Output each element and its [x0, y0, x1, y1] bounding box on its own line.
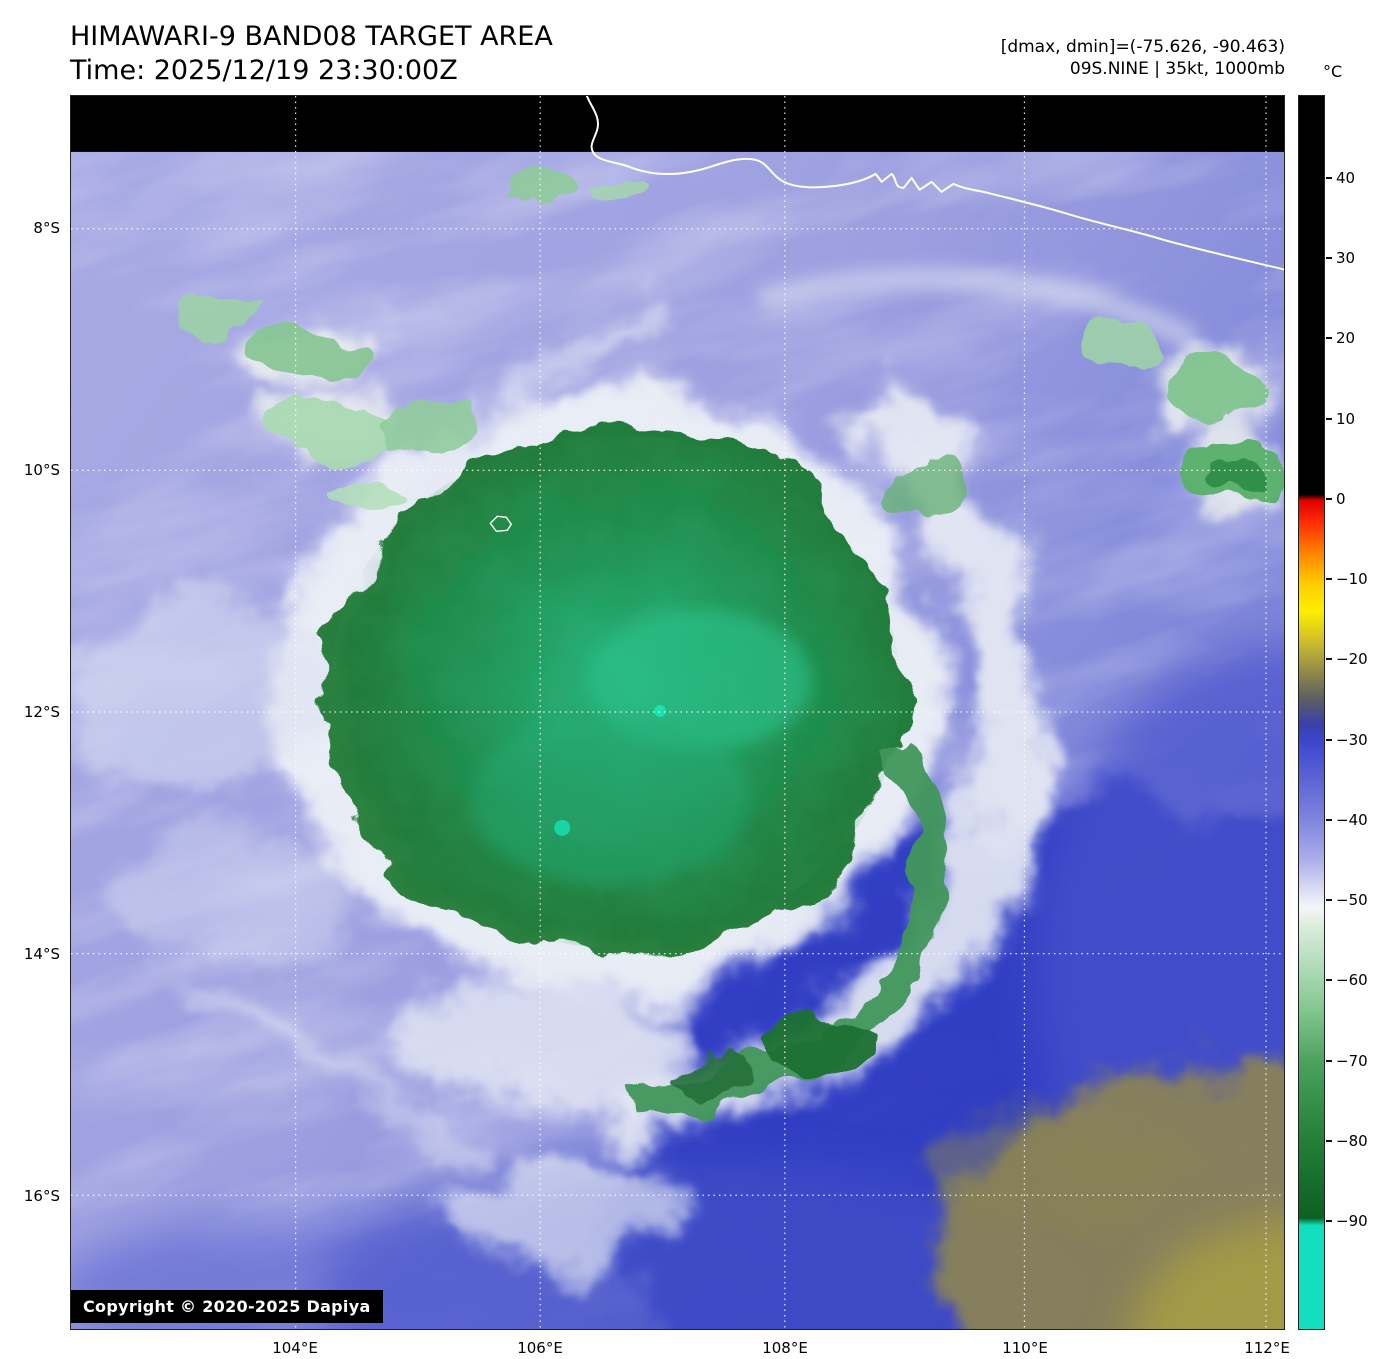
overshooting-top: [654, 705, 667, 717]
colorbar-tick-label: −10: [1336, 570, 1368, 588]
lon-label-108e: 108°E: [762, 1339, 808, 1357]
tick-mark: [1326, 1060, 1332, 1062]
colorbar-unit-label: °C: [1323, 62, 1343, 81]
colorbar-tick-label: −30: [1336, 731, 1368, 749]
spiral-rainband: [637, 464, 963, 1120]
lat-label-12s: 12°S: [23, 703, 60, 721]
colorbar-tick-label: −60: [1336, 971, 1368, 989]
colorbar-tick: −70: [1326, 1052, 1368, 1070]
colorbar-tick-label: −90: [1336, 1212, 1368, 1230]
tick-mark: [1326, 578, 1332, 580]
tick-mark: [1326, 658, 1332, 660]
dmax-dmin-label: [dmax, dmin]=(-75.626, -90.463): [1000, 37, 1285, 57]
colorbar-tick: 30: [1326, 249, 1356, 267]
info-block: [dmax, dmin]=(-75.626, -90.463) 09S.NINE…: [1001, 36, 1285, 80]
colorbar-tick: 40: [1326, 169, 1356, 187]
lat-label-14s: 14°S: [23, 945, 60, 963]
copyright-badge: Copyright © 2020-2025 Dapiya: [71, 1290, 383, 1323]
colorbar-tick-label: −20: [1336, 650, 1368, 668]
lat-label-10s: 10°S: [23, 461, 60, 479]
lon-label-110e: 110°E: [1002, 1339, 1048, 1357]
tick-mark: [1326, 819, 1332, 821]
lon-label-106e: 106°E: [517, 1339, 563, 1357]
colorbar-tick-label: 20: [1336, 329, 1356, 347]
colorbar-tick: −50: [1326, 891, 1368, 909]
tick-mark: [1326, 177, 1332, 179]
title-block: HIMAWARI-9 BAND08 TARGET AREA Time: 2025…: [70, 20, 553, 88]
tick-mark: [1326, 979, 1332, 981]
time-label: Time: 2025/12/19 23:30:00Z: [70, 55, 458, 86]
colorbar-tick: 20: [1326, 329, 1356, 347]
colorbar-tick: 0: [1326, 490, 1346, 508]
colorbar-tick: −90: [1326, 1212, 1368, 1230]
tick-mark: [1326, 257, 1332, 259]
lat-label-8s: 8°S: [33, 219, 60, 237]
colorbar-tick: 10: [1326, 410, 1356, 428]
convective-cells: [172, 168, 1284, 508]
colorbar-tick-label: 0: [1336, 490, 1346, 508]
satellite-map: Copyright © 2020-2025 Dapiya: [70, 95, 1285, 1330]
tick-mark: [1326, 337, 1332, 339]
colorbar-tick-label: −50: [1336, 891, 1368, 909]
coastline-java: [585, 96, 1284, 271]
coastline-island: [489, 515, 513, 533]
colorbar-tick-label: 30: [1336, 249, 1356, 267]
colorbar-tick: −40: [1326, 811, 1368, 829]
tick-mark: [1326, 418, 1332, 420]
colorbar-tick: −60: [1326, 971, 1368, 989]
tick-mark: [1326, 739, 1332, 741]
page-title: HIMAWARI-9 BAND08 TARGET AREA: [70, 21, 553, 52]
colorbar-tick: −80: [1326, 1132, 1368, 1150]
graticule: [71, 96, 1284, 1329]
lon-label-104e: 104°E: [272, 1339, 318, 1357]
tick-mark: [1326, 1140, 1332, 1142]
colorbar-tick: −20: [1326, 650, 1368, 668]
colorbar-tick: −10: [1326, 570, 1368, 588]
overshooting-top: [554, 819, 571, 836]
colorbar-tick-label: 10: [1336, 410, 1356, 428]
colorbar-tick-label: −70: [1336, 1052, 1368, 1070]
colorbar-tick: −30: [1326, 731, 1368, 749]
scan-edge-black-strip: [71, 96, 1284, 152]
colorbar-tick-label: 40: [1336, 169, 1356, 187]
tick-mark: [1326, 498, 1332, 500]
cyclone-central-dense-overcast: [323, 428, 907, 954]
warm-surface-sector: [929, 1064, 1284, 1329]
satellite-imagery: [71, 96, 1284, 1329]
colorbar: [1298, 95, 1325, 1330]
colorbar-tick-label: −40: [1336, 811, 1368, 829]
lon-label-112e: 112°E: [1244, 1339, 1290, 1357]
tick-mark: [1326, 1220, 1332, 1222]
tick-mark: [1326, 899, 1332, 901]
storm-info-label: 09S.NINE | 35kt, 1000mb: [1069, 59, 1285, 79]
colorbar-tick-label: −80: [1336, 1132, 1368, 1150]
lat-label-16s: 16°S: [23, 1187, 60, 1205]
